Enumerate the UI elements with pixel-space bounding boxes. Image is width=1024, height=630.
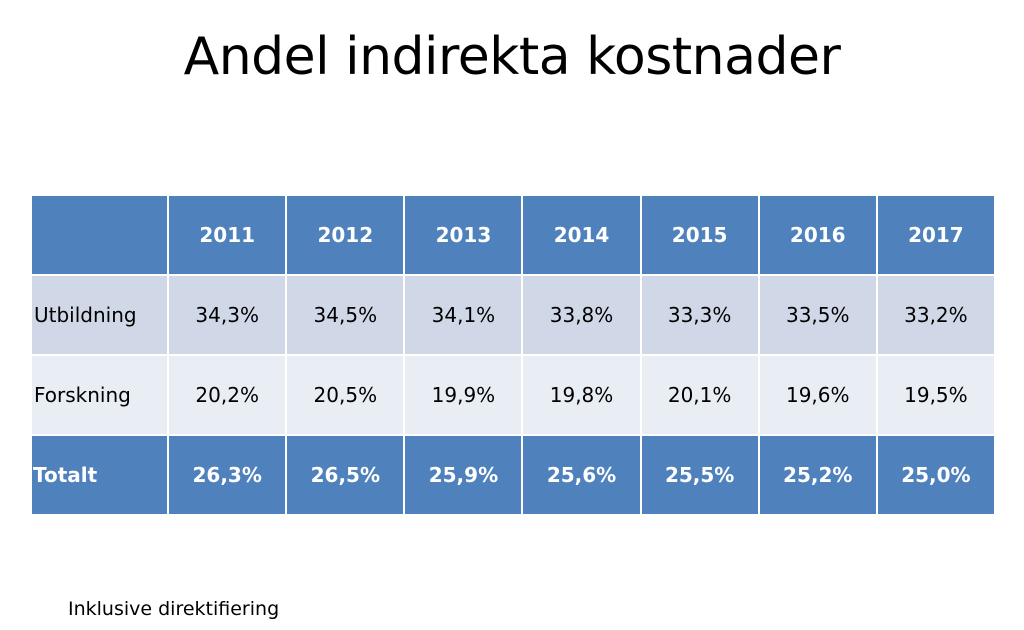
table-cell: 25,5% [639,434,760,516]
footnote: Inklusive direktifiering [68,598,280,620]
table-cell: 19,6% [757,354,878,436]
table-cell: 33,8% [521,274,642,356]
header-year: 2012 [285,194,406,276]
table-cell: 25,2% [757,434,878,516]
row-label: Totalt [29,434,170,516]
table-header-row: 2011 2012 2013 2014 2015 2016 2017 [29,194,997,276]
table-cell: 34,1% [403,274,524,356]
table-cell: 33,3% [639,274,760,356]
table-cell: 25,9% [403,434,524,516]
table-cell: 25,6% [521,434,642,516]
header-year: 2011 [167,194,288,276]
table-cell: 26,3% [167,434,288,516]
table-cell: 20,5% [285,354,406,436]
table-cell: 34,5% [285,274,406,356]
header-year: 2016 [757,194,878,276]
table-cell: 34,3% [167,274,288,356]
header-year: 2017 [875,194,997,276]
header-blank-cell [29,194,170,276]
table-row-forskning: Forskning 20,2% 20,5% 19,9% 19,8% 20,1% … [29,354,997,436]
row-label: Forskning [29,354,170,436]
header-year: 2013 [403,194,524,276]
table-cell: 19,8% [521,354,642,436]
table-cell: 25,0% [875,434,997,516]
table-cell: 19,9% [403,354,524,436]
table-cell: 19,5% [875,354,997,436]
header-year: 2014 [521,194,642,276]
row-label: Utbildning [29,274,170,356]
table-row-utbildning: Utbildning 34,3% 34,5% 34,1% 33,8% 33,3%… [29,274,997,356]
table-cell: 33,5% [757,274,878,356]
table-cell: 20,1% [639,354,760,436]
cost-share-table: 2011 2012 2013 2014 2015 2016 2017 Utbil… [29,194,997,516]
table-cell: 33,2% [875,274,997,356]
table-cell: 26,5% [285,434,406,516]
table-row-totalt: Totalt 26,3% 26,5% 25,9% 25,6% 25,5% 25,… [29,434,997,516]
table-cell: 20,2% [167,354,288,436]
header-year: 2015 [639,194,760,276]
slide-title: Andel indirekta kostnader [183,27,841,87]
